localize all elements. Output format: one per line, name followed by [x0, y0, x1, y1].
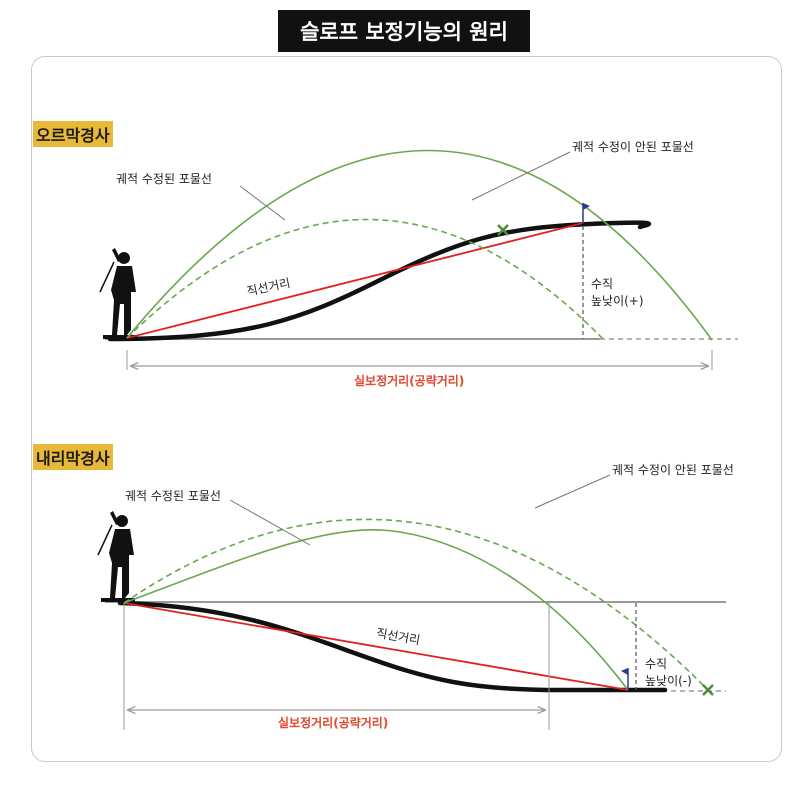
diagram-panel [31, 56, 782, 762]
uphill-uncorrected-path-label: 궤적 수정이 안된 포물선 [572, 140, 694, 154]
downhill-golfer-icon [97, 511, 135, 602]
uphill-straight-line [126, 222, 584, 339]
uphill-terrain-curve [107, 220, 651, 342]
downhill-uncorrected-leader [534, 474, 611, 509]
uphill-miss-marker-icon [497, 224, 509, 236]
uphill-flag-icon [582, 203, 590, 224]
downhill-section-label: 내리막경사 [33, 444, 113, 470]
uphill-section-label: 오르막경사 [33, 121, 113, 147]
downhill-miss-marker-icon [702, 684, 714, 696]
uphill-vertical-label-2: 높낮이(+) [591, 294, 644, 308]
uphill-diagram [99, 149, 738, 370]
uphill-vertical-label-1: 수직 [591, 277, 614, 291]
uphill-uncorrected-leader [471, 151, 571, 201]
downhill-corrected-path-label: 궤적 수정된 포물선 [125, 489, 221, 503]
downhill-uncorrected-path-label: 궤적 수정이 안된 포물선 [612, 463, 734, 477]
uphill-golfer-icon [99, 248, 137, 339]
downhill-corrected-path [123, 529, 629, 691]
downhill-uncorrected-path [123, 518, 709, 691]
uphill-corrected-leader [239, 185, 286, 221]
downhill-terrain-curve [117, 600, 668, 693]
uphill-distance-label: 실보정거리(공략거리) [354, 374, 465, 388]
downhill-straight-line [123, 602, 629, 691]
uphill-corrected-path-label: 궤적 수정된 포물선 [116, 172, 212, 186]
uphill-uncorrected-path [126, 218, 605, 341]
downhill-flag-icon [621, 668, 629, 690]
downhill-distance-label: 실보정거리(공략거리) [278, 716, 389, 730]
downhill-vertical-label-1: 수직 [645, 657, 668, 671]
uphill-corrected-path [126, 149, 713, 341]
downhill-diagram [97, 474, 726, 730]
downhill-corrected-leader [229, 499, 311, 546]
downhill-vertical-label-2: 높낮이(-) [645, 674, 692, 688]
page-title: 슬로프 보정기능의 원리 [278, 10, 530, 52]
